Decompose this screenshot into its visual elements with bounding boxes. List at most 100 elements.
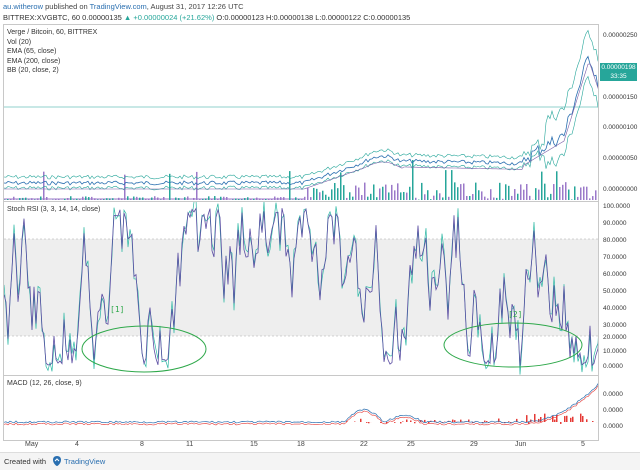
volume-bar: [331, 189, 333, 200]
axis-label: 60.0000: [603, 271, 627, 278]
macd-hist-bar: [566, 416, 568, 422]
volume-bar: [91, 197, 93, 200]
volume-bar: [472, 194, 474, 200]
volume-bar: [280, 197, 282, 200]
volume-bar: [397, 183, 399, 200]
volume-bar: [433, 196, 435, 200]
macd-line: [4, 383, 599, 423]
time-label: 4: [75, 441, 79, 448]
axis-label: 80.0000: [603, 237, 627, 244]
volume-bar: [430, 199, 432, 200]
macd-hist-bar: [360, 419, 362, 422]
time-label: May: [25, 441, 38, 448]
volume-bar: [568, 190, 570, 200]
volume-bar: [130, 198, 132, 200]
volume-bar: [415, 198, 417, 200]
volume-bar: [454, 182, 456, 200]
axis-label: 10.0000: [603, 348, 627, 355]
volume-bar: [235, 198, 237, 200]
volume-bar: [355, 186, 357, 200]
stoch-axis[interactable]: 100.0000 90.0000 80.0000 70.0000 60.0000…: [601, 201, 640, 374]
legend-ema65: EMA (65, close): [7, 47, 97, 57]
volume-bar: [391, 185, 393, 200]
stoch-band: [4, 239, 599, 336]
macd-pane[interactable]: MACD (12, 26, close, 9): [3, 375, 599, 441]
created-with-label: Created with: [4, 457, 46, 466]
stoch-rsi-pane[interactable]: Stoch RSI (3, 3, 14, 14, close) [1] [2]: [3, 201, 599, 376]
volume-bar: [436, 190, 438, 200]
site-link[interactable]: TradingView.com: [90, 2, 147, 11]
volume-bar: [358, 188, 360, 200]
volume-bar: [583, 187, 585, 200]
axis-label: 30.0000: [603, 322, 627, 329]
volume-bar: [217, 199, 219, 200]
price-axis[interactable]: 0.00000250 0.00000150 0.00000100 0.00000…: [601, 24, 640, 200]
volume-bar: [523, 190, 525, 200]
volume-bar: [307, 188, 309, 200]
author-link[interactable]: au.witherow: [3, 2, 43, 11]
axis-label: 90.0000: [603, 220, 627, 227]
macd-hist-bar: [580, 414, 582, 422]
volume-bar: [595, 190, 597, 200]
volume-bar: [541, 172, 543, 200]
legend-bb: BB (20, close, 2): [7, 66, 97, 76]
macd-hist-bar: [572, 417, 574, 422]
tradingview-brand-link[interactable]: TradingView: [64, 457, 105, 466]
volume-bar: [187, 196, 189, 200]
footer-bar: Created with TradingView: [0, 452, 640, 470]
volume-bar: [310, 197, 312, 200]
volume-bar: [64, 199, 66, 200]
volume-bar: [193, 198, 195, 200]
macd-histogram: [346, 414, 599, 425]
volume-bar: [127, 196, 129, 200]
macd-hist-bar: [406, 420, 408, 422]
volume-bar: [511, 196, 513, 200]
volume-bar: [319, 192, 321, 200]
chart-publish-info: au.witherow published on TradingView.com…: [3, 1, 243, 12]
volume-bar: [445, 170, 447, 200]
volume-bar: [205, 198, 207, 200]
volume-bar: [427, 190, 429, 200]
volume-bar: [199, 199, 201, 200]
time-label: 15: [250, 441, 258, 448]
volume-bar: [283, 197, 285, 200]
volume-bar: [490, 189, 492, 200]
macd-hist-bar: [526, 415, 528, 422]
macd-legend: MACD (12, 26, close, 9): [7, 379, 82, 389]
volume-bar: [409, 187, 411, 200]
volume-bar: [70, 196, 72, 200]
bollinger-lower: [4, 77, 599, 191]
volume-bar: [247, 197, 249, 200]
volume-bar: [298, 199, 300, 200]
time-label: 18: [297, 441, 305, 448]
macd-hist-bar: [460, 420, 462, 422]
volume-bar: [520, 184, 522, 200]
volume-bar: [463, 184, 465, 200]
volume-bar: [457, 187, 459, 200]
volume-bar: [19, 198, 21, 200]
volume-bar: [142, 197, 144, 200]
volume-bar: [313, 188, 315, 200]
volume-bar: [517, 194, 519, 200]
time-axis[interactable]: May 4 8 11 15 18 22 25 29 Jun 5: [3, 440, 599, 452]
volume-bar: [118, 198, 120, 200]
volume-bar: [505, 184, 507, 200]
volume-bar: [154, 196, 156, 200]
volume-bar: [550, 194, 552, 200]
symbol-info: BITTREX:XVGBTC, 60 0.00000135 ▲ +0.00000…: [3, 12, 410, 23]
price-pane[interactable]: Verge / Bitcoin, 60, BITTREX Vol (20) EM…: [3, 24, 599, 202]
volume-bar: [169, 174, 171, 200]
volume-bar: [220, 197, 222, 200]
volume-bar: [46, 197, 48, 200]
volume-bar: [376, 197, 378, 200]
macd-hist-bar: [402, 421, 404, 422]
volume-bar: [586, 187, 588, 200]
macd-axis[interactable]: 0.0000 0.0000 0.0000: [601, 375, 640, 439]
macd-hist-bar: [570, 418, 572, 422]
macd-hist-bar: [368, 422, 370, 423]
macd-hist-bar: [394, 422, 396, 423]
macd-hist-bar: [586, 419, 588, 422]
volume-bar: [259, 198, 261, 200]
volume-bar: [553, 184, 555, 200]
ema-line: [4, 64, 599, 189]
